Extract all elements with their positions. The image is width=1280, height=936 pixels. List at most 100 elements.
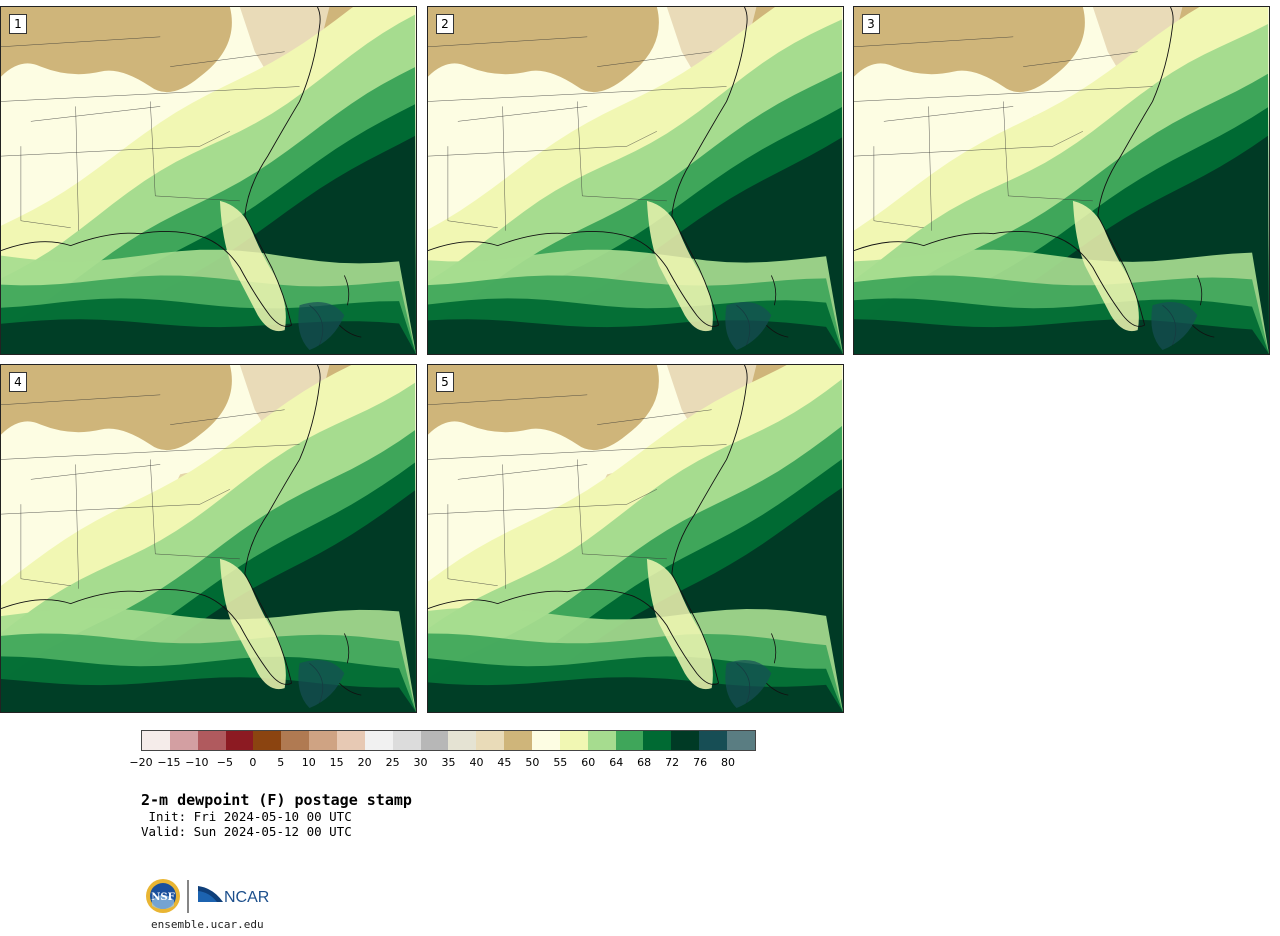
colorbar-tick-label: 35: [441, 756, 456, 769]
colorbar-segment: [337, 731, 365, 750]
colorbar-tick-label: 15: [329, 756, 344, 769]
colorbar-tick-label: 76: [693, 756, 708, 769]
atlantic-coastline: [1097, 7, 1174, 326]
florida-peninsula: [646, 200, 713, 332]
gulf-coastline: [428, 231, 719, 327]
svg-text:NCAR: NCAR: [224, 889, 269, 906]
colorbar-tick-label: 64: [609, 756, 624, 769]
atlantic-coastline: [671, 365, 748, 684]
state-boundaries: [428, 36, 727, 231]
colorbar-segment: [587, 731, 616, 750]
panel-label-2: 2: [436, 14, 454, 34]
svg-text:NSF: NSF: [151, 892, 174, 903]
colorbar-tick-label: 25: [385, 756, 400, 769]
colorbar-segment: [309, 731, 338, 750]
atlantic-coastline: [244, 365, 321, 684]
colorbar-tick-label: −15: [157, 756, 181, 769]
gulf-coastline: [1, 589, 292, 685]
florida-peninsula: [219, 558, 286, 690]
ncar-logo: NCAR: [198, 886, 269, 906]
colorbar-tick-label: 72: [665, 756, 680, 769]
colorbar-segment: [364, 731, 393, 750]
atlantic-coastline: [244, 7, 321, 326]
colorbar-tick-label: 20: [357, 756, 372, 769]
colorbar-tick-label: −5: [216, 756, 233, 769]
colorbar-tick-label: 55: [553, 756, 568, 769]
colorbar-segment: [532, 731, 560, 750]
dry-air-region: [1, 7, 232, 93]
colorbar-segment: [392, 731, 421, 750]
panel-label-3: 3: [862, 14, 880, 34]
colorbar-segment: [504, 731, 533, 750]
init-time: Init: Fri 2024-05-10 00 UTC: [141, 809, 352, 824]
dewpoint-map-5: [428, 365, 843, 712]
very-moist-region: [1151, 301, 1198, 351]
very-moist-region: [725, 659, 772, 709]
dry-air-region: [428, 365, 659, 451]
colorbar-tick-label: 40: [469, 756, 484, 769]
state-boundaries: [1, 36, 300, 231]
footer-url: ensemble.ucar.edu: [151, 918, 264, 931]
dewpoint-colorbar: [141, 730, 756, 751]
colorbar-segment: [559, 731, 588, 750]
map-panel-4: 4: [0, 364, 417, 713]
chart-title: 2-m dewpoint (F) postage stamp: [141, 791, 412, 809]
gulf-coastline: [1, 231, 292, 327]
panel-label-4: 4: [9, 372, 27, 392]
map-panel-3: 3: [853, 6, 1270, 355]
colorbar-tick-label: 10: [301, 756, 316, 769]
dewpoint-map-2: [428, 7, 843, 354]
atlantic-coastline: [671, 7, 748, 326]
very-moist-region: [298, 301, 345, 351]
map-panel-2: 2: [427, 6, 844, 355]
very-moist-region: [725, 301, 772, 351]
colorbar-tick-label: −20: [129, 756, 153, 769]
very-moist-region: [298, 659, 345, 709]
dewpoint-map-1: [1, 7, 416, 354]
colorbar-tick-label: 30: [413, 756, 428, 769]
colorbar-segment: [281, 731, 310, 750]
panel-label-5: 5: [436, 372, 454, 392]
colorbar-tick-label: 0: [249, 756, 257, 769]
map-panel-5: 5: [427, 364, 844, 713]
florida-peninsula: [1072, 200, 1139, 332]
colorbar-segment: [476, 731, 505, 750]
colorbar-segment: [253, 731, 282, 750]
colorbar-segment: [420, 731, 449, 750]
gulf-coastline: [428, 589, 719, 685]
florida-peninsula: [646, 558, 713, 690]
state-boundaries: [854, 36, 1153, 231]
gulf-coastline: [854, 231, 1145, 327]
colorbar-segment: [643, 731, 672, 750]
colorbar-tick-label: 68: [637, 756, 652, 769]
state-boundaries: [428, 394, 727, 589]
colorbar-segment: [671, 731, 700, 750]
colorbar-segment: [225, 731, 254, 750]
colorbar-tick-label: 50: [525, 756, 540, 769]
panel-label-1: 1: [9, 14, 27, 34]
dry-air-region: [428, 7, 659, 93]
title-block: 2-m dewpoint (F) postage stamp Init: Fri…: [141, 791, 412, 839]
colorbar-segment: [727, 731, 755, 750]
colorbar-segment: [699, 731, 728, 750]
dry-air-region: [1, 365, 232, 451]
colorbar-segment: [142, 731, 170, 750]
sponsor-logos: NSF NCAR: [145, 876, 285, 916]
colorbar-segment: [448, 731, 477, 750]
colorbar-tick-label: −10: [185, 756, 209, 769]
colorbar-segment: [169, 731, 198, 750]
colorbar-ticks: −20 −15 −10 −5 0 5 10 15 20 25 30 35 40 45 50 55 60 64 68 7…: [129, 756, 756, 770]
colorbar-tick-label: 5: [277, 756, 285, 769]
state-boundaries: [1, 394, 300, 589]
colorbar-segment: [615, 731, 644, 750]
valid-time: Valid: Sun 2024-05-12 00 UTC: [141, 824, 352, 839]
colorbar-tick-label: 60: [581, 756, 596, 769]
dewpoint-map-4: [1, 365, 416, 712]
map-panel-1: 1: [0, 6, 417, 355]
colorbar-tick-label: 80: [721, 756, 736, 769]
nsf-logo: NSF: [146, 879, 180, 913]
florida-peninsula: [219, 200, 286, 332]
colorbar-segment: [197, 731, 226, 750]
colorbar-tick-label: 45: [497, 756, 512, 769]
dewpoint-map-3: [854, 7, 1269, 354]
